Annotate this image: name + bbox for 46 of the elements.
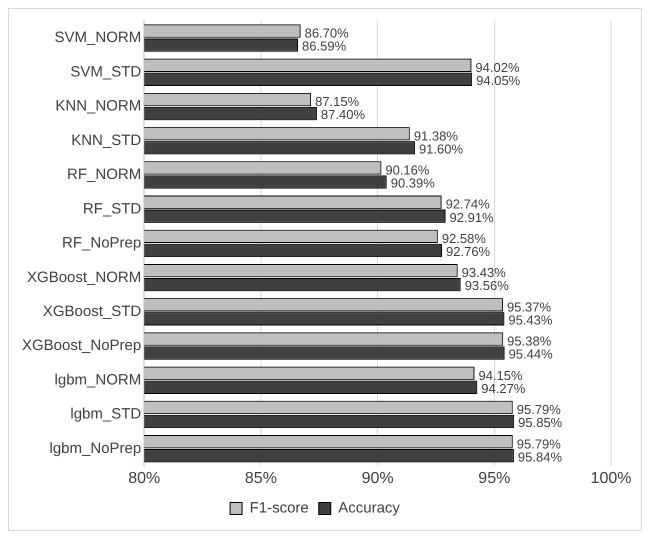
data-label: 92.58% (442, 230, 486, 246)
x-tick-label: 90% (362, 470, 394, 487)
legend-label: F1-score (250, 500, 309, 517)
y-tick-label: KNN_NORM (55, 98, 142, 115)
y-tick-label: RF_STD (82, 200, 142, 218)
data-label: 90.39% (390, 176, 436, 191)
y-tick-label: XGBoost_NoPrep (22, 337, 142, 354)
x-tick-label: 80% (128, 470, 160, 487)
data-label: 92.74% (446, 196, 490, 212)
legend-label: Accuracy (338, 500, 400, 517)
y-tick-label: lgbm_STD (70, 406, 142, 423)
x-tick-label: 85% (244, 470, 277, 487)
data-label: 95.44% (508, 346, 554, 362)
y-tick-label: SVM_STD (70, 63, 142, 80)
data-label: 94.02% (475, 60, 520, 75)
data-label: 94.05% (476, 72, 521, 88)
data-label: 91.38% (414, 128, 458, 144)
data-label: 87.40% (320, 107, 366, 122)
y-tick-label: RF_NoPrep (62, 234, 142, 252)
data-label: 86.59% (302, 38, 347, 54)
data-label: 90.16% (385, 162, 430, 178)
x-tick-label: 100% (590, 470, 632, 487)
data-label: 92.76% (446, 244, 491, 259)
y-tick-label: SVM_NORM (54, 29, 142, 46)
data-label: 87.15% (315, 94, 360, 110)
data-label: 95.43% (508, 312, 553, 328)
data-label: 95.38% (507, 334, 552, 349)
data-label: 94.15% (478, 368, 523, 383)
data-label: 93.43% (462, 265, 506, 280)
data-label: 94.27% (481, 380, 526, 396)
data-label: 93.56% (464, 278, 510, 294)
data-label: 95.84% (518, 449, 562, 464)
y-tick-label: RF_NORM (67, 166, 142, 184)
data-label: 95.79% (516, 402, 562, 418)
y-tick-label: XGBoost_STD (42, 302, 142, 320)
x-tick-label: 95% (478, 470, 510, 487)
data-label: 95.37% (506, 299, 552, 314)
data-label: 86.70% (304, 26, 350, 41)
data-label: 95.79% (516, 436, 562, 452)
data-label: 95.85% (518, 415, 563, 430)
data-label: 91.60% (418, 141, 464, 156)
y-tick-label: KNN_STD (71, 132, 142, 149)
y-tick-label: XGBoost_NORM (27, 268, 142, 286)
data-label: 92.91% (450, 210, 494, 225)
y-tick-label: lgbm_NORM (54, 371, 142, 388)
y-tick-label: lgbm_NoPrep (50, 440, 142, 457)
